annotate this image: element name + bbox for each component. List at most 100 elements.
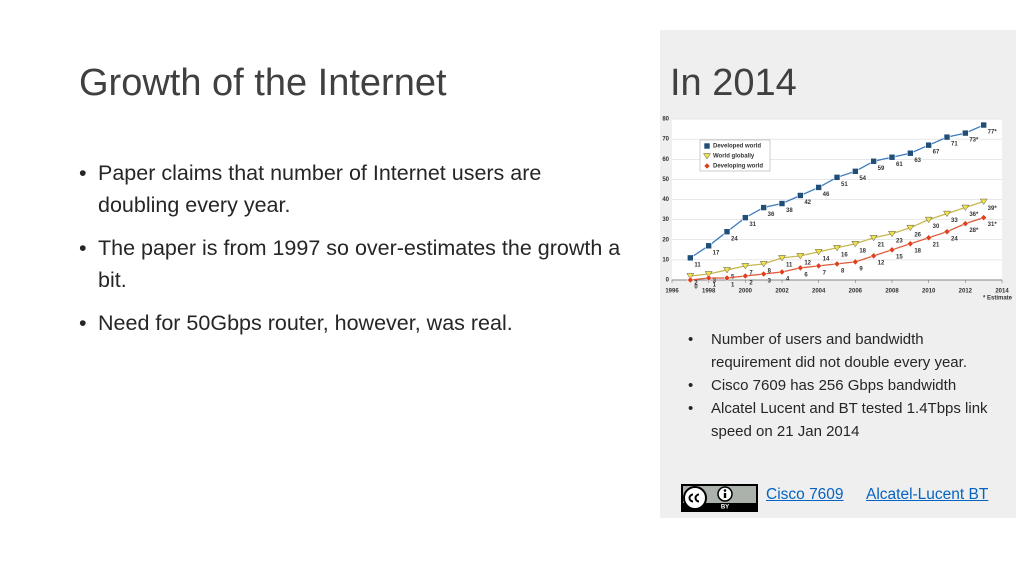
legend-label: World globally (713, 154, 755, 160)
data-label: 59 (878, 166, 885, 172)
x-tick-label: 2004 (812, 289, 826, 295)
data-label: 11 (786, 262, 793, 268)
right-title: In 2014 (670, 62, 797, 104)
marker (888, 246, 896, 254)
data-label: 23 (896, 238, 903, 244)
bullet: Need for 50Gbps router, however, was rea… (79, 307, 624, 339)
marker (943, 133, 951, 141)
marker (961, 204, 970, 212)
marker (742, 214, 749, 221)
bullet: Cisco 7609 has 256 Gbps bandwidth (686, 374, 1004, 397)
legend-label: Developing world (713, 164, 763, 170)
marker (703, 162, 711, 170)
link[interactable]: Alcatel-Lucent BT (866, 486, 989, 503)
data-label: 18 (859, 248, 866, 254)
marker (852, 168, 859, 175)
y-tick-label: 0 (666, 278, 670, 284)
data-label: 8 (841, 268, 845, 274)
marker (723, 267, 731, 274)
marker (980, 214, 988, 221)
annotation: * Estimate (983, 296, 1013, 302)
data-label: 54 (859, 176, 866, 182)
data-label: 21 (878, 242, 885, 248)
marker (906, 240, 914, 248)
marker (870, 157, 877, 165)
marker (851, 241, 860, 248)
data-label: 67 (933, 150, 940, 156)
data-label: 17 (713, 250, 720, 256)
marker (888, 230, 896, 238)
y-tick-label: 20 (662, 237, 669, 243)
marker (704, 271, 713, 278)
x-tick-label: 2014 (995, 289, 1009, 295)
marker (760, 270, 768, 278)
marker (943, 210, 951, 218)
data-label: 31 (749, 222, 756, 228)
data-label: 8 (768, 268, 772, 274)
data-label: 61 (896, 162, 903, 168)
y-tick-label: 80 (662, 117, 669, 123)
y-tick-label: 30 (662, 217, 669, 223)
data-label: 71 (951, 142, 958, 148)
data-label: 39* (988, 206, 998, 212)
data-label: 7 (823, 270, 827, 276)
marker (741, 272, 749, 280)
marker (705, 274, 713, 282)
x-tick-label: 2002 (775, 289, 789, 295)
data-label: 7 (749, 270, 753, 276)
marker (962, 129, 969, 137)
marker (703, 153, 711, 160)
data-label: 14 (823, 256, 830, 262)
data-label: 31* (988, 222, 998, 228)
data-label: 15 (896, 254, 903, 260)
data-label: 30 (933, 224, 940, 230)
marker (760, 204, 767, 211)
x-tick-label: 2000 (739, 289, 753, 295)
marker (796, 264, 804, 272)
legend-box (699, 139, 771, 172)
marker (833, 174, 841, 181)
data-label: 77* (988, 130, 998, 136)
x-tick-label: 1998 (702, 289, 716, 295)
data-label: 3 (768, 279, 772, 285)
marker (869, 234, 878, 242)
data-label: 51 (841, 182, 848, 188)
marker (705, 242, 712, 250)
x-tick-label: 1996 (665, 289, 679, 295)
x-tick-label: 2010 (922, 289, 936, 295)
data-label: 36* (969, 212, 979, 218)
data-label: 12 (878, 260, 885, 266)
marker (943, 228, 951, 236)
marker (723, 274, 731, 282)
data-label: 26 (914, 232, 921, 238)
legend-label: Developed world (713, 144, 761, 150)
y-tick-label: 60 (662, 157, 669, 163)
data-label: 16 (841, 252, 848, 258)
badge-text: BY (721, 505, 729, 511)
link[interactable]: Cisco 7609 (766, 486, 844, 503)
marker (741, 263, 750, 270)
by-glyph-dot (723, 489, 727, 492)
marker (979, 198, 988, 205)
bullet: Number of users and bandwidth requiremen… (686, 328, 1004, 374)
marker (815, 184, 822, 191)
marker (833, 245, 841, 252)
marker (870, 252, 878, 260)
slide-title: Growth of the Internet (79, 62, 447, 104)
marker (851, 258, 859, 266)
marker (686, 273, 695, 280)
data-label: 21 (933, 242, 940, 248)
data-label: 24 (951, 236, 958, 242)
data-label: 42 (804, 200, 811, 206)
data-label: 11 (694, 262, 701, 268)
marker (759, 261, 768, 268)
marker (778, 255, 786, 262)
x-tick-label: 2006 (849, 289, 863, 295)
bullet-list: Paper claims that number of Internet use… (79, 157, 624, 350)
x-tick-label: 2012 (959, 289, 973, 295)
marker (686, 276, 694, 284)
marker (980, 121, 987, 129)
bullet: Paper claims that number of Internet use… (79, 157, 624, 221)
marker (797, 192, 804, 199)
